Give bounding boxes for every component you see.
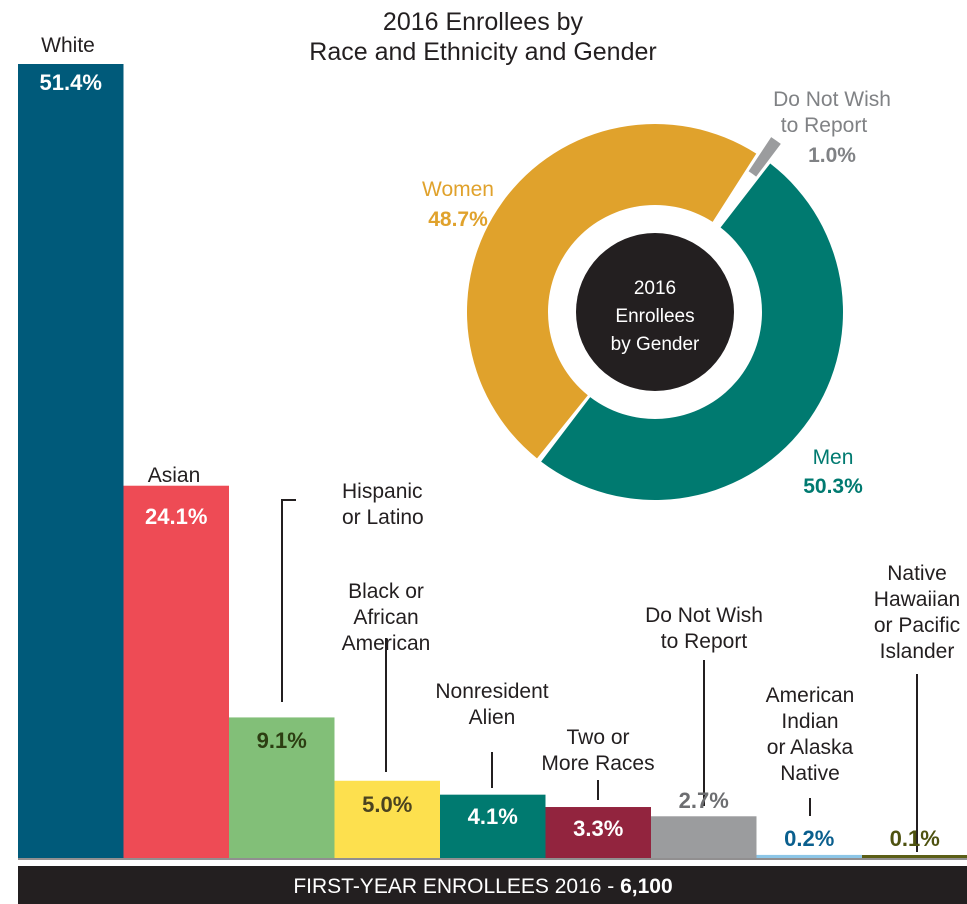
value-label-7: 0.2% [784, 826, 834, 851]
value-label-1: 24.1% [145, 504, 207, 529]
donut-center-line-1: Enrollees [615, 306, 694, 327]
donut-center [576, 233, 734, 391]
category-label-8-2: or Pacific [874, 614, 960, 637]
category-label-8-0: Native [887, 562, 947, 585]
category-label-5-1: More Races [541, 752, 654, 775]
donut-value-women: 48.7% [428, 208, 488, 231]
footer-total: 6,100 [620, 875, 673, 898]
bar-8 [862, 855, 967, 858]
category-label-6-1: to Report [661, 630, 748, 653]
donut-center-line-0: 2016 [634, 278, 676, 299]
value-label-4: 4.1% [468, 804, 518, 829]
leader-line-2 [281, 499, 296, 702]
category-label-7-1: Indian [781, 710, 838, 733]
category-label-3-2: American [342, 632, 431, 655]
value-label-3: 5.0% [362, 792, 412, 817]
donut-slice-2 [748, 137, 781, 177]
value-label-6: 2.7% [679, 788, 729, 813]
donut-label-men: Men [813, 446, 854, 469]
gender-donut: 2016 Enrollees by Gender Men 50.3% Women 48.7%… [422, 88, 891, 500]
category-label-8-3: Islander [880, 640, 955, 663]
value-label-5: 3.3% [573, 816, 623, 841]
chart-title-line-2: Race and Ethnicity and Gender [309, 38, 656, 66]
bar-2 [229, 717, 335, 858]
donut-slice-1 [467, 124, 757, 459]
bar-6 [651, 816, 757, 858]
category-label-2-1: or Latino [342, 506, 424, 529]
bar-5 [545, 807, 651, 858]
value-label-0: 51.4% [40, 70, 102, 95]
bar-series: White 51.4% Asian 24.1% Hispanic or Latino 9.1… [18, 34, 967, 860]
category-label-3-1: African [353, 606, 418, 629]
value-label-2: 9.1% [257, 728, 307, 753]
category-label-3-0: Black or [348, 580, 424, 603]
category-label-6-0: Do Not Wish [645, 604, 763, 627]
footer-text: FIRST-YEAR ENROLLEES 2016 - [293, 875, 620, 898]
donut-slice-0 [541, 163, 843, 500]
chart-title-line-1: 2016 Enrollees by [383, 8, 584, 36]
category-label-4-1: Alien [469, 706, 516, 729]
bar-7 [756, 854, 862, 858]
donut-center-line-2: by Gender [611, 334, 700, 355]
bar-3 [334, 780, 440, 858]
category-label-1-0: Asian [148, 464, 201, 487]
donut-value-dnw: 1.0% [808, 144, 856, 167]
footer-band [18, 866, 967, 904]
category-label-2-0: Hispanic [342, 480, 423, 503]
category-label-8-1: Hawaiian [874, 588, 960, 611]
donut-label-dnw-0: Do Not Wish [773, 88, 891, 111]
category-label-7-0: American [766, 684, 855, 707]
category-label-7-2: or Alaska [767, 736, 854, 759]
category-label-7-3: Native [780, 762, 840, 785]
donut-value-men: 50.3% [803, 475, 863, 498]
bar-1 [123, 485, 229, 858]
footer-label: FIRST-YEAR ENROLLEES 2016 - 6,100 [293, 875, 672, 898]
value-label-8: 0.1% [890, 826, 940, 851]
category-label-4-0: Nonresident [435, 680, 548, 703]
bar-0 [18, 64, 124, 858]
category-label-5-0: Two or [566, 726, 629, 749]
donut-label-dnw-1: to Report [781, 114, 868, 137]
bar-4 [440, 794, 546, 858]
donut-label-women: Women [422, 178, 494, 201]
category-label-0-0: White [41, 34, 95, 57]
